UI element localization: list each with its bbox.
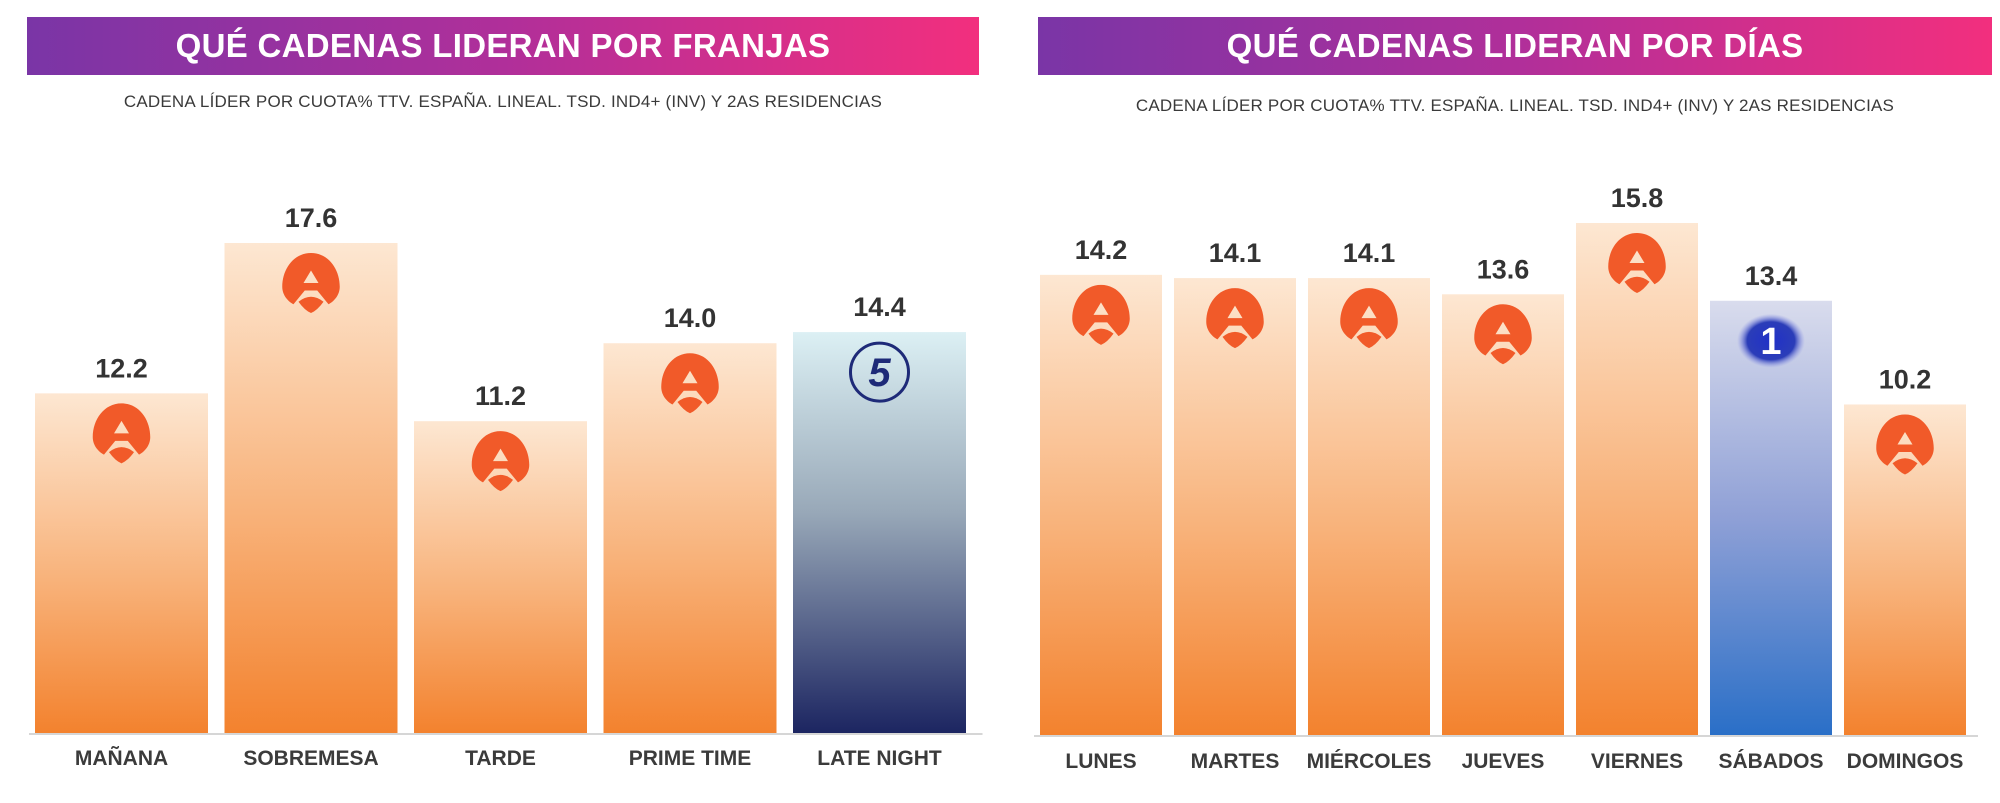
category-label: MAÑANA <box>75 747 168 770</box>
bar <box>1844 404 1966 735</box>
antena3-logo <box>1340 288 1398 349</box>
antena3-logo <box>1072 284 1130 345</box>
category-label: PRIME TIME <box>629 747 752 770</box>
value-label: 13.6 <box>1477 254 1530 284</box>
category-label: SÁBADOS <box>1718 750 1823 773</box>
bar-chart-dias: 14.2 LUNES 14.1 MARTES 14.1 MIÉRCOLES 13.6 JUEV… <box>1034 183 1978 773</box>
category-label: LUNES <box>1065 750 1136 773</box>
antena3-logo <box>92 403 151 464</box>
la1-logo: 1 <box>1737 313 1805 368</box>
antena3-logo <box>1206 288 1264 349</box>
value-label: 14.0 <box>664 303 717 333</box>
value-label: 14.4 <box>853 292 906 322</box>
svg-text:5: 5 <box>868 351 891 395</box>
category-label: SOBREMESA <box>243 747 378 770</box>
chart-subtitle-franjas: CADENA LÍDER POR CUOTA% TTV. ESPAÑA. LIN… <box>123 92 883 111</box>
category-label: MIÉRCOLES <box>1307 750 1432 773</box>
value-label: 14.2 <box>1075 235 1128 265</box>
left-panel: QUÉ CADENAS LIDERAN POR FRANJAS CADENA L… <box>27 17 983 770</box>
value-label: 13.4 <box>1745 261 1798 291</box>
value-label: 14.1 <box>1343 238 1396 268</box>
svg-text:1: 1 <box>1760 321 1781 363</box>
category-label: DOMINGOS <box>1847 750 1964 773</box>
category-label: TARDE <box>465 747 536 770</box>
category-label: LATE NIGHT <box>817 747 942 770</box>
bar <box>1174 278 1296 735</box>
telecinco-logo: 5 <box>849 341 910 403</box>
bar-chart-franjas: 12.2 MAÑANA 17.6 SOBREMESA 11.2 TARDE 14.0 PRIM… <box>29 203 983 770</box>
bar <box>1710 300 1832 735</box>
value-label: 11.2 <box>475 381 526 411</box>
category-label: VIERNES <box>1591 750 1683 773</box>
antena3-logo <box>1608 233 1666 293</box>
bar <box>1576 223 1698 735</box>
antena3-logo <box>1474 304 1532 365</box>
value-label: 15.8 <box>1611 183 1664 213</box>
bar <box>224 243 398 733</box>
category-label: JUEVES <box>1462 750 1545 773</box>
bar <box>1308 278 1430 735</box>
value-label: 10.2 <box>1879 364 1932 394</box>
right-panel: QUÉ CADENAS LIDERAN POR DÍAS CADENA LÍDE… <box>1020 0 2000 803</box>
bar <box>35 393 208 733</box>
chart-title-franjas: QUÉ CADENAS LIDERAN POR FRANJAS <box>27 17 979 75</box>
antena3-logo <box>471 431 530 492</box>
antena3-logo <box>282 253 340 313</box>
chart-title-dias: QUÉ CADENAS LIDERAN POR DÍAS <box>1038 17 1992 75</box>
bar <box>1040 274 1162 735</box>
bar <box>1442 294 1564 735</box>
antena3-logo <box>661 353 719 414</box>
category-label: MARTES <box>1191 750 1280 773</box>
bar <box>414 421 587 733</box>
antena3-logo <box>1876 414 1934 475</box>
value-label: 17.6 <box>285 203 338 233</box>
bar <box>793 332 966 733</box>
value-label: 14.1 <box>1209 238 1262 268</box>
chart-subtitle-dias: CADENA LÍDER POR CUOTA% TTV. ESPAÑA. LIN… <box>1135 96 1895 115</box>
value-label: 12.2 <box>95 353 148 383</box>
